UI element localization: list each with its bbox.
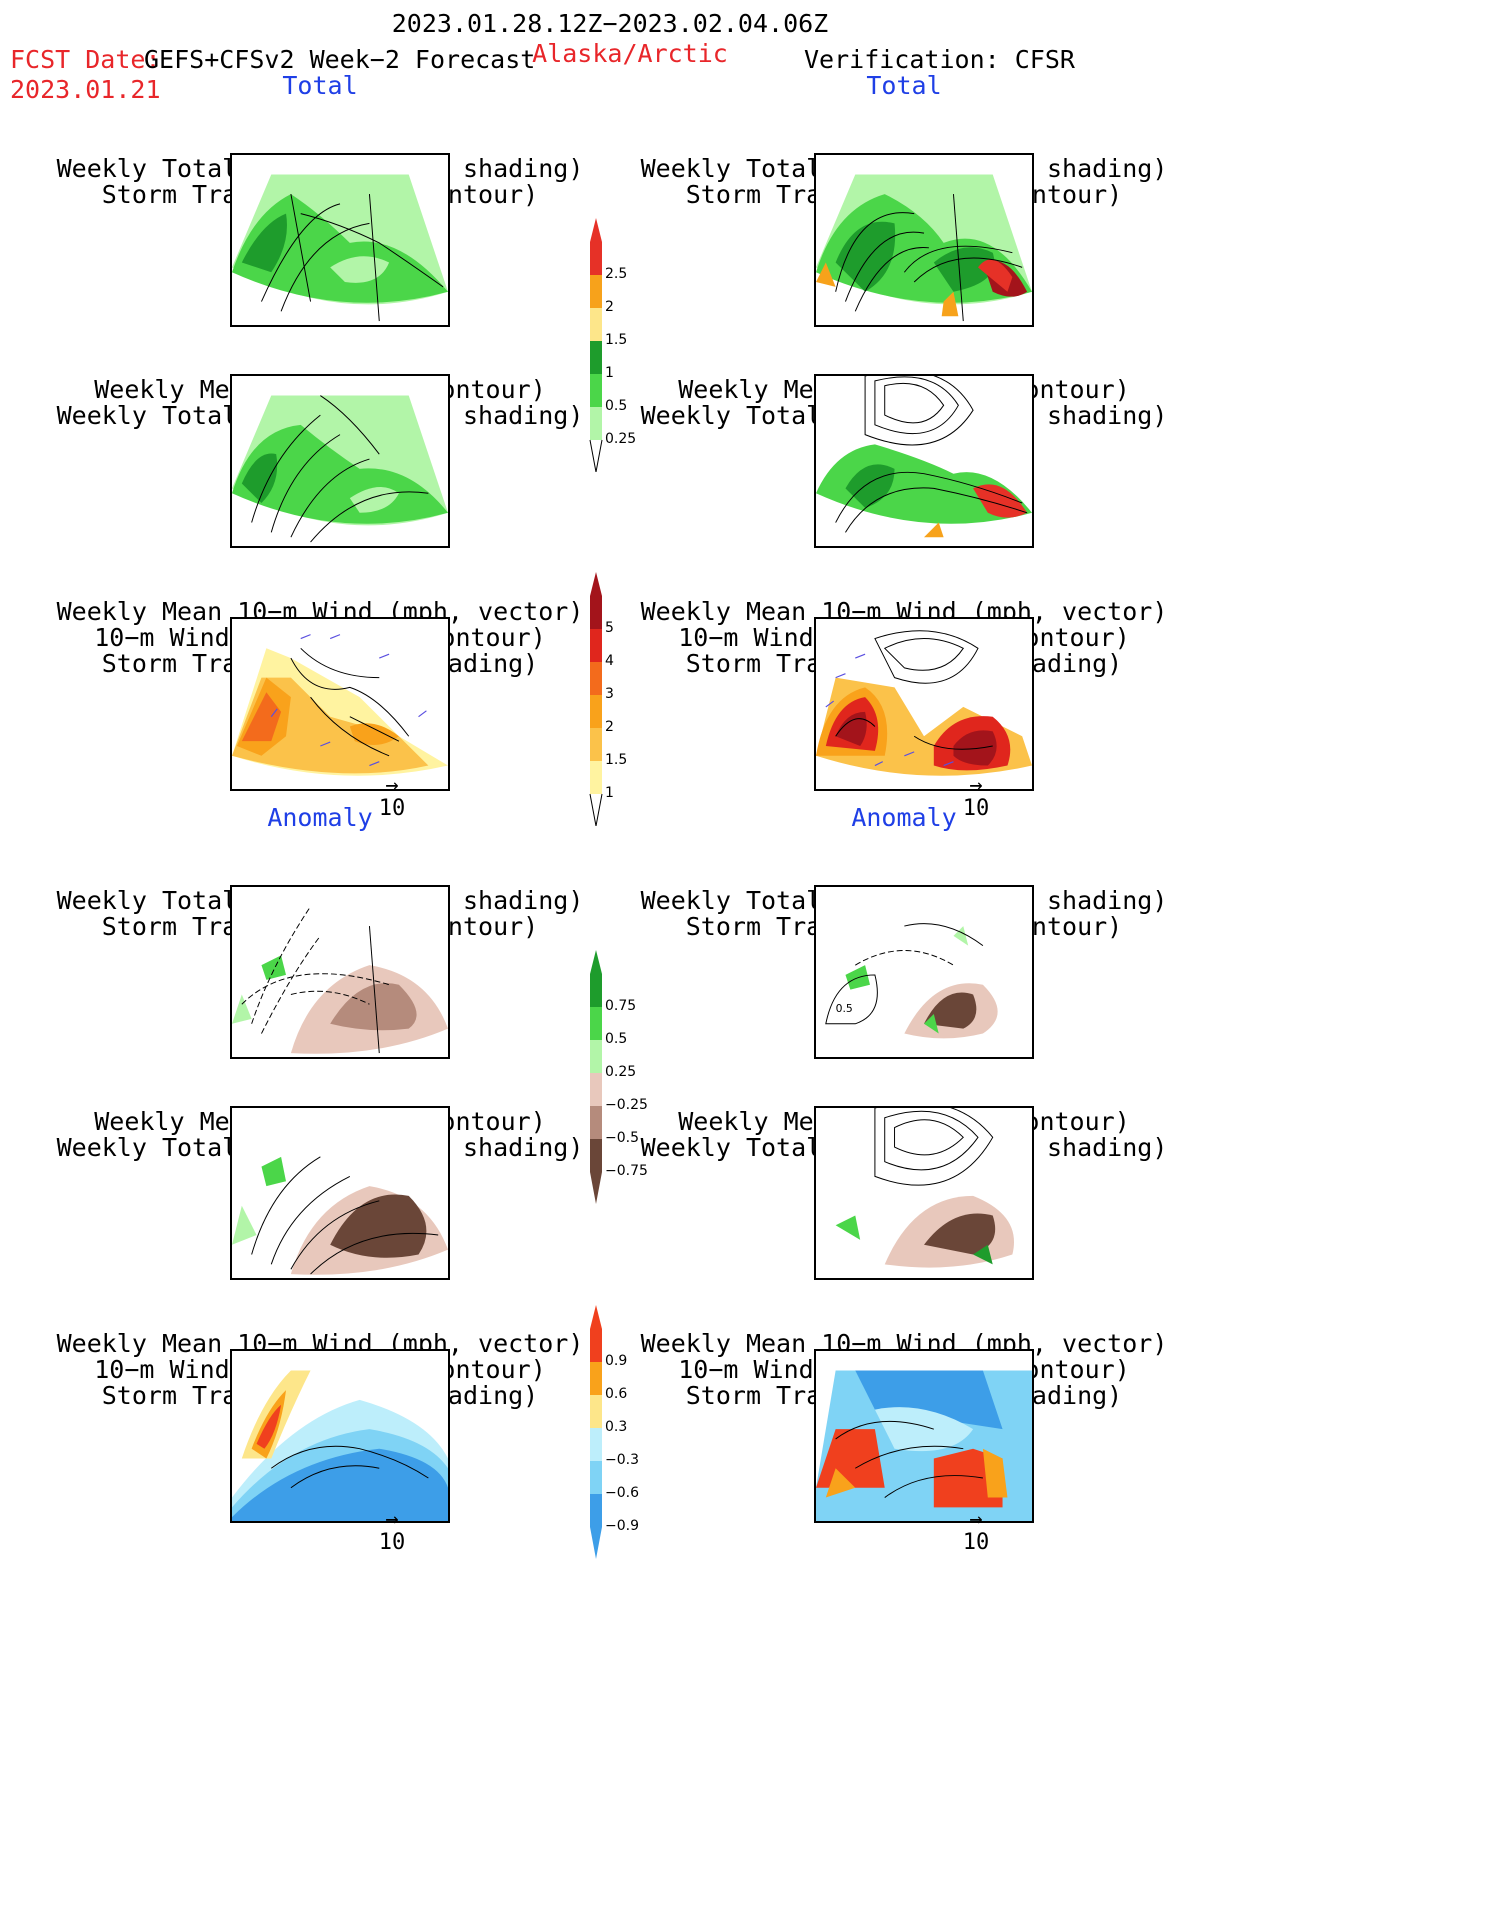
colorbar-bottom-tip [589,793,603,826]
map-anom-wind-forecast [230,1349,450,1523]
colorbar-bottom-tip [590,1527,602,1559]
colorbar-tick-label: 0.6 [605,1386,628,1402]
colorbar-segment [590,974,602,1007]
colorbar-top-tip [590,1305,602,1329]
map-total-wind-forecast [230,617,450,791]
colorbar-tick-label: 0.3 [605,1419,628,1435]
vector-ref-total-right: → 10 [962,773,990,822]
colorbar-segment [590,275,602,308]
colorbar-tick-label: 1 [605,785,614,801]
colorbar-storm-anom: 0.9 0.6 0.3 −0.3 −0.6 −0.9 [585,1305,645,1559]
colorbar-top-tip [590,218,602,242]
section-anomaly-left: Anomaly [267,803,373,832]
colorbar-storm-total: 5 4 3 2 1.5 1 [585,572,645,826]
colorbar-tick-label: 4 [605,653,614,669]
colorbar-tick-label: 0.9 [605,1353,628,1369]
section-total-left: Total [282,71,358,100]
colorbar-tick-label: 2 [605,299,614,315]
colorbar-segment [590,374,602,407]
colorbar-segment [590,1395,602,1428]
colorbar-tick-label: −0.6 [605,1485,639,1501]
map-anom-wind-verification [814,1349,1034,1523]
colorbar-tick-label: 1 [605,365,614,381]
map-anom-slp-verification [814,1106,1034,1280]
map-total-slp-verification [814,374,1034,548]
map-total-precip-verification [814,153,1034,327]
colorbar-top-tip [590,572,602,596]
fcst-model: GEFS+CFSv2 Week−2 Forecast [144,45,536,74]
colorbar-segment [590,695,602,728]
colorbar-tick-label: −0.5 [605,1130,639,1146]
colorbar-tick-label: 2.5 [605,266,628,282]
colorbar-segment [590,1106,602,1139]
vector-ref-total-left: → 10 [378,773,406,822]
colorbar-tick-label: 1.5 [605,752,628,768]
map-total-wind-verification [814,617,1034,791]
colorbar-segment [590,629,602,662]
vector-ref-anom-right: → 10 [962,1507,990,1556]
colorbar-tick-label: −0.75 [605,1163,648,1179]
colorbar-tick-label: 2 [605,719,614,735]
colorbar-tick-label: 1.5 [605,332,628,348]
colorbar-bottom-tip [590,1172,602,1204]
colorbar-segment [590,1428,602,1461]
colorbar-segment [590,1073,602,1106]
colorbar-bottom-tip [589,439,603,472]
colorbar-segment [590,1139,602,1172]
period-title: 2023.01.28.12Z−2023.02.04.06Z [391,9,829,38]
colorbar-tick-label: −0.3 [605,1452,639,1468]
colorbar-tick-label: 0.5 [605,398,628,414]
colorbar-tick-label: −0.25 [605,1097,648,1113]
contour-value-label: 0.5 [836,1002,853,1015]
colorbar-segment [590,242,602,275]
region-label: Alaska/Arctic [532,39,728,68]
colorbar-segment [590,341,602,374]
colorbar-segment [590,1461,602,1494]
section-anomaly-right: Anomaly [851,803,957,832]
vector-ref-anom-left: → 10 [378,1507,406,1556]
colorbar-segment [590,407,602,440]
section-total-right: Total [866,71,942,100]
map-anom-precip-verification: 0.5 [814,885,1034,1059]
colorbar-segment [590,1329,602,1362]
fcst-label: FCST Date: [10,45,161,74]
colorbar-segment [590,1362,602,1395]
colorbar-precip-total: 2.5 2 1.5 1 0.5 0.25 [585,218,645,472]
colorbar-segment [590,761,602,794]
map-anom-slp-forecast [230,1106,450,1280]
colorbar-tick-label: 0.5 [605,1031,628,1047]
colorbar-tick-label: 0.75 [605,998,637,1014]
map-total-precip-forecast [230,153,450,327]
map-anom-precip-forecast [230,885,450,1059]
colorbar-segment [590,1040,602,1073]
colorbar-tick-label: 5 [605,620,614,636]
fcst-date: 2023.01.21 [10,75,161,104]
colorbar-segment [590,596,602,629]
verification-label: Verification: CFSR [804,45,1075,74]
colorbar-tick-label: −0.9 [605,1518,639,1534]
colorbar-precip-anom: 0.75 0.5 0.25 −0.25 −0.5 −0.75 [585,950,648,1204]
colorbar-segment [590,308,602,341]
colorbar-segment [590,1494,602,1527]
colorbar-top-tip [590,950,602,974]
colorbar-segment [590,1007,602,1040]
colorbar-segment [590,662,602,695]
colorbar-tick-label: 0.25 [605,1064,637,1080]
map-total-slp-forecast [230,374,450,548]
colorbar-tick-label: 3 [605,686,614,702]
colorbar-tick-label: 0.25 [605,431,637,447]
colorbar-segment [590,728,602,761]
